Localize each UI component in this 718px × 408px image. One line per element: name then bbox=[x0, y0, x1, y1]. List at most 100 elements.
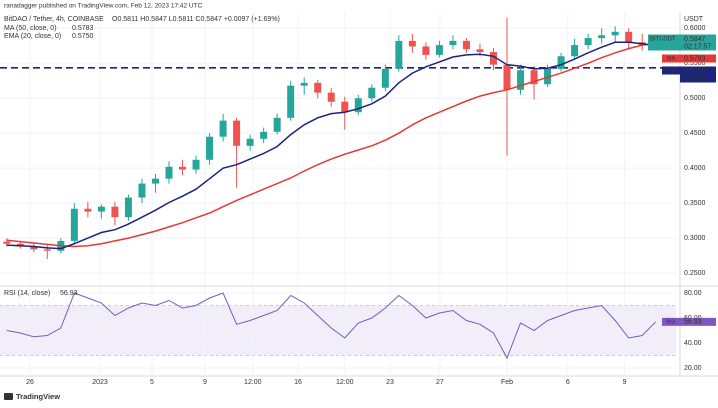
x-tick-label: 9 bbox=[203, 379, 207, 386]
moving-average-line bbox=[6, 42, 656, 248]
ma-tag-box bbox=[680, 54, 716, 63]
candle-body bbox=[260, 131, 268, 139]
candle-body bbox=[557, 56, 565, 69]
level-tag bbox=[680, 74, 716, 83]
y-unit: USDT bbox=[684, 16, 704, 23]
rsi-tag bbox=[662, 317, 680, 326]
x-tick-label: 16 bbox=[294, 379, 302, 386]
ma-tag-value: 0.5750 bbox=[684, 67, 706, 74]
x-tick-label: 12:00 bbox=[336, 379, 354, 386]
rsi-tag-value: 56.93 bbox=[684, 319, 702, 326]
publisher: ranadagger published on TradingView.com,… bbox=[4, 3, 203, 10]
candle-body bbox=[503, 64, 511, 90]
y-tick-label: 0.5500 bbox=[684, 60, 706, 67]
level-tag-value: 0.5435 bbox=[684, 75, 706, 82]
candle-body bbox=[300, 82, 308, 86]
candle-body bbox=[381, 68, 389, 88]
x-tick-label: 26 bbox=[26, 379, 34, 386]
ohlc-legend: O0.5811 H0.5847 L0.5811 C0.5847 +0.0097 … bbox=[112, 16, 280, 23]
x-tick-label: 12:00 bbox=[244, 379, 262, 386]
candle-body bbox=[30, 246, 38, 250]
candle-body bbox=[354, 98, 362, 113]
ma-tag bbox=[662, 66, 680, 75]
ma-tag bbox=[662, 54, 680, 63]
x-tick-label: 9 bbox=[623, 379, 627, 386]
y-tick-label: 0.5000 bbox=[684, 95, 706, 102]
candle-body bbox=[3, 241, 11, 244]
candle-body bbox=[70, 208, 78, 241]
x-tick-label: 5 bbox=[150, 379, 154, 386]
x-tick-label: 23 bbox=[386, 379, 394, 386]
candle-body bbox=[273, 117, 281, 132]
legend-value: 0.5783 bbox=[72, 25, 94, 32]
rsi-legend-name: RSI (14, close) bbox=[4, 290, 50, 297]
ma-tag-name: EMA bbox=[665, 68, 677, 74]
candle-body bbox=[408, 40, 416, 47]
y-tick-label: 0.3000 bbox=[684, 235, 706, 242]
candle-body bbox=[287, 85, 295, 118]
chart-title: BitDAO / Tether, 4h, COINBASE bbox=[4, 16, 104, 23]
brand: TradingView bbox=[16, 392, 60, 401]
ma-tag-name: MA bbox=[667, 56, 676, 62]
candle-body bbox=[476, 49, 484, 53]
x-tick-label: 27 bbox=[436, 379, 444, 386]
x-tick-label: 6 bbox=[566, 379, 570, 386]
candle-body bbox=[422, 46, 430, 55]
rsi-tag-box bbox=[680, 317, 716, 326]
ma-tag-box bbox=[680, 66, 716, 75]
logo-icon bbox=[4, 393, 13, 400]
candle-body bbox=[314, 82, 322, 93]
y-tick-label: 0.2500 bbox=[684, 270, 706, 277]
y-tick-label: 40.00 bbox=[684, 340, 702, 347]
candle-body bbox=[124, 197, 132, 218]
x-tick-label: 2023 bbox=[92, 379, 108, 386]
candle-body bbox=[625, 31, 633, 43]
candle-body bbox=[246, 138, 254, 146]
candle-body bbox=[138, 183, 146, 198]
candle-body bbox=[219, 120, 227, 137]
candle-body bbox=[368, 87, 376, 99]
x-tick-label: Feb bbox=[501, 379, 513, 386]
candle-body bbox=[449, 40, 457, 46]
y-tick-label: 20.00 bbox=[684, 365, 702, 372]
brand-logo: TradingView bbox=[4, 392, 60, 401]
candle-body bbox=[192, 159, 200, 170]
candle-body bbox=[611, 31, 619, 36]
candle-body bbox=[97, 206, 105, 212]
price-tag-name: BITUSDT bbox=[650, 37, 676, 43]
candle-body bbox=[84, 208, 92, 212]
legend-value: 0.5750 bbox=[72, 33, 94, 40]
candle-body bbox=[165, 166, 173, 179]
countdown: 02:17:57 bbox=[684, 43, 711, 50]
candle-body bbox=[206, 136, 214, 160]
moving-average-line bbox=[6, 41, 656, 250]
candle-body bbox=[179, 166, 187, 170]
ma-tag-value: 0.5783 bbox=[684, 55, 706, 62]
candle-body bbox=[327, 92, 335, 102]
candle-body bbox=[233, 120, 241, 146]
rsi-legend-value: 56.93 bbox=[60, 290, 78, 297]
rsi-tag-name: RSI bbox=[666, 319, 676, 325]
candle-body bbox=[435, 45, 443, 55]
candle-body bbox=[489, 52, 497, 65]
y-tick-label: 0.4500 bbox=[684, 130, 706, 137]
candle-body bbox=[43, 249, 51, 251]
rsi-line bbox=[6, 292, 657, 360]
candle-body bbox=[341, 101, 349, 113]
y-tick-label: 0.3500 bbox=[684, 200, 706, 207]
candle-body bbox=[530, 70, 538, 85]
candle-body bbox=[598, 35, 606, 39]
y-tick-label: 0.6000 bbox=[684, 25, 706, 32]
candle-body bbox=[584, 38, 592, 46]
legend-name: MA (50, close, 0) bbox=[4, 25, 57, 32]
candle-body bbox=[571, 45, 579, 57]
rsi-band bbox=[0, 305, 676, 356]
candle-body bbox=[462, 40, 470, 50]
candle-body bbox=[111, 206, 119, 218]
y-tick-label: 0.4000 bbox=[684, 165, 706, 172]
price-tag-value: 0.5847 bbox=[684, 36, 706, 43]
legend-name: EMA (20, close, 0) bbox=[4, 33, 61, 40]
candle-body bbox=[151, 178, 159, 184]
price-tag bbox=[648, 34, 716, 51]
